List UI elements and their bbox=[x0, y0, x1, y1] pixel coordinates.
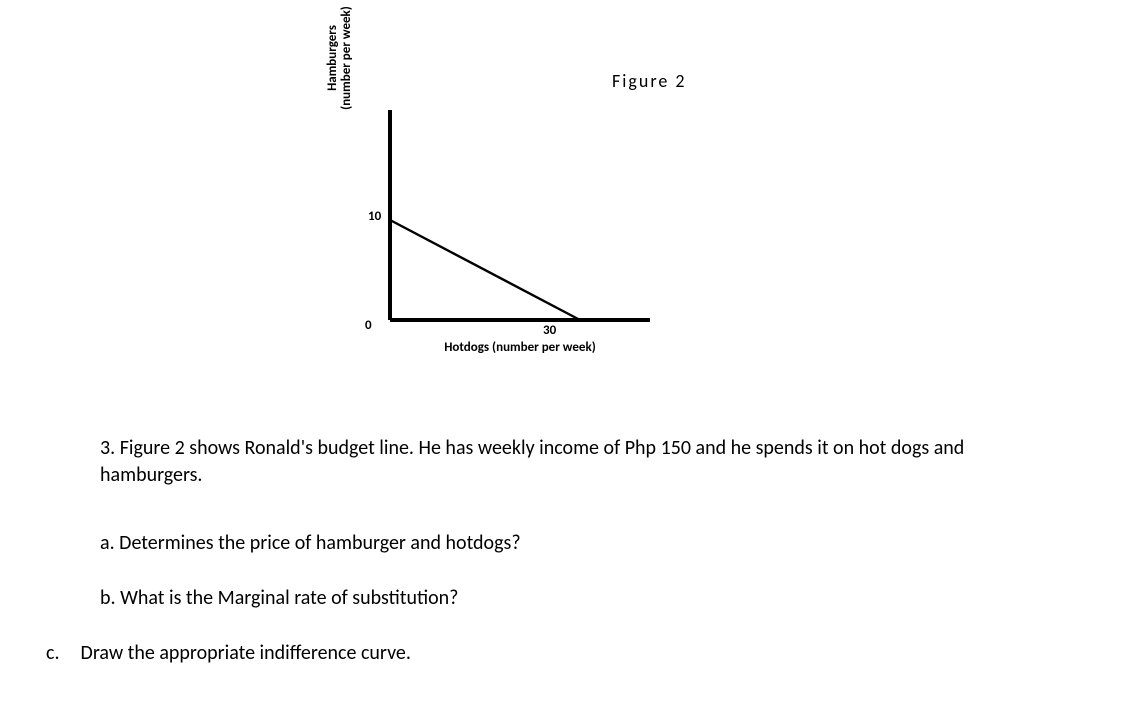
figure-title: Figure 2 bbox=[612, 70, 687, 92]
question-3b: b. What is the Marginal rate of substitu… bbox=[100, 585, 1060, 612]
question-3c-marker: c. bbox=[46, 640, 76, 667]
question-3-stem: 3. Figure 2 shows Ronald's budget line. … bbox=[100, 435, 1060, 489]
y-tick-10: 10 bbox=[368, 209, 381, 224]
question-3c: c. Draw the appropriate indifference cur… bbox=[46, 640, 1046, 667]
y-axis-label: Hamburgers (number per week) bbox=[326, 0, 355, 118]
origin-label: 0 bbox=[365, 318, 372, 333]
x-tick-30: 30 bbox=[543, 323, 556, 338]
y-axis-label-line1: Hamburgers bbox=[325, 25, 340, 91]
x-axis-label: Hotdogs (number per week) bbox=[410, 340, 630, 355]
question-3a: a. Determines the price of hamburger and… bbox=[100, 530, 1060, 557]
question-3c-text: Draw the appropriate indifference curve. bbox=[81, 641, 411, 665]
y-axis-label-line2: (number per week) bbox=[339, 6, 354, 110]
budget-line bbox=[390, 220, 580, 320]
page: Figure 2 Hamburgers (number per week) 10… bbox=[0, 0, 1125, 715]
